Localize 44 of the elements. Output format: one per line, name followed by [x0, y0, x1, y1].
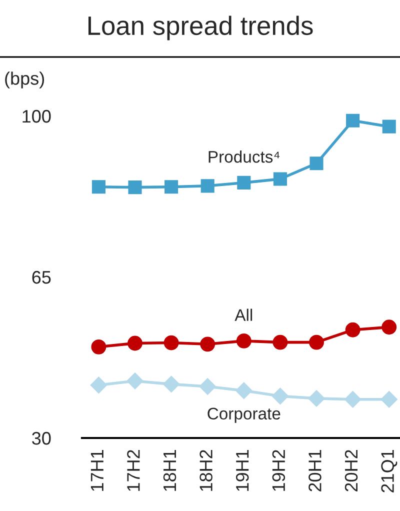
point [200, 179, 214, 193]
point [382, 120, 396, 134]
point [128, 180, 142, 194]
chart-title: Loan spread trends [88, 16, 313, 40]
point [272, 334, 288, 350]
point [310, 156, 324, 170]
x-tick-label: 17H1 [90, 450, 104, 491]
point [126, 372, 144, 390]
x-tick-label: 20H1 [308, 450, 322, 492]
point [273, 172, 287, 186]
point [382, 320, 397, 335]
x-tick-label: 21Q1 [381, 450, 398, 492]
point [200, 336, 216, 352]
x-tick-label: 18H1 [163, 450, 176, 491]
y-tick-label: 65 [32, 270, 51, 284]
x-tick-label: 18H2 [200, 450, 212, 491]
series-label: Products⁴ [208, 150, 280, 163]
x-tick-label: 19H2 [272, 450, 286, 491]
point [162, 376, 180, 393]
point [308, 390, 325, 407]
point [164, 180, 178, 194]
point [236, 333, 252, 348]
point [309, 334, 324, 350]
point [380, 390, 398, 408]
point [92, 180, 106, 194]
series-label: Corporate [208, 408, 280, 423]
point [128, 336, 142, 351]
y-axis-title: (bps) [5, 72, 44, 88]
point [346, 114, 360, 128]
point [90, 376, 108, 394]
point [272, 388, 289, 405]
x-tick-label: 20H2 [344, 450, 358, 492]
series-label: All [234, 308, 252, 321]
point [164, 335, 179, 350]
point [199, 378, 216, 395]
point [237, 176, 251, 190]
y-tick-label: 30 [32, 432, 51, 445]
point [344, 390, 362, 408]
point [91, 339, 106, 354]
y-tick-label: 100 [22, 110, 51, 123]
point [236, 382, 252, 399]
x-tick-label: 17H2 [127, 450, 140, 491]
x-tick-label: 19H1 [236, 450, 249, 491]
point [345, 322, 360, 338]
